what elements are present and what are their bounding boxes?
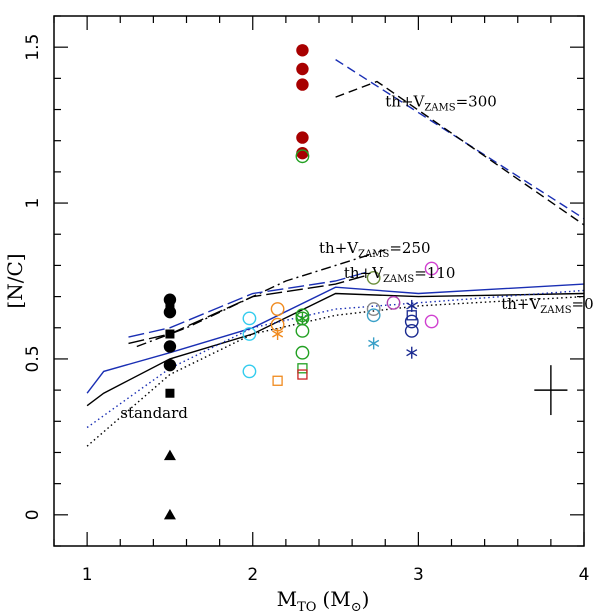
model-line	[86, 292, 585, 407]
model-line	[335, 80, 585, 226]
error-bar	[534, 365, 568, 416]
x-axis-sub: TO	[297, 600, 316, 614]
data-point	[272, 328, 284, 340]
data-point	[406, 310, 417, 321]
data-point	[165, 301, 175, 311]
data-point	[163, 358, 177, 372]
model-line	[128, 274, 369, 345]
data-point	[406, 346, 418, 359]
x-tick-label: 1	[82, 565, 93, 585]
annotations: th+VZAMS=300 th+VZAMS=250 th+VZAMS=110 th+V…	[120, 92, 593, 422]
model-lines	[86, 59, 585, 447]
data-point	[386, 295, 401, 310]
data-point	[424, 314, 439, 329]
data-point	[295, 323, 310, 338]
data-point	[406, 299, 418, 312]
data-point	[404, 314, 419, 329]
x-tick-label: 2	[247, 565, 258, 585]
x-axis-unit: (M	[322, 587, 350, 611]
data-point	[163, 449, 176, 461]
data-point	[165, 329, 175, 339]
data-point	[163, 340, 177, 353]
x-tick-label: 4	[579, 565, 590, 585]
data-point	[366, 270, 381, 285]
data-point	[424, 261, 439, 276]
data-point	[296, 131, 309, 144]
data-point	[297, 369, 308, 380]
data-point	[295, 345, 310, 360]
x-axis-unit-close: )	[362, 587, 370, 611]
annotation: th+VZAMS=0	[501, 295, 593, 316]
y-tick-label: 0.5	[23, 345, 43, 372]
data-point	[163, 508, 176, 520]
data-point	[404, 323, 419, 338]
data-point	[242, 311, 257, 326]
plot-frame	[53, 15, 585, 547]
model-line	[128, 270, 369, 338]
data-point	[297, 363, 308, 374]
y-axis-title: [N/C]	[3, 253, 27, 308]
data-point	[296, 44, 309, 57]
y-tick-label: 0	[23, 509, 43, 520]
x-axis-unit-sub: ⊙	[351, 600, 362, 614]
y-tick-label: 1.5	[23, 34, 43, 61]
annotation: th+VZAMS=250	[319, 239, 431, 260]
axis-ticks	[53, 15, 585, 547]
annotation: th+VZAMS=110	[344, 264, 456, 285]
data-point	[366, 308, 381, 323]
y-tick-label: 1	[23, 198, 43, 209]
data-point	[165, 388, 175, 398]
data-point	[368, 337, 380, 350]
data-point	[242, 327, 257, 341]
tick-labels: 1 2 3 4 0 0.5 1 1.5	[23, 34, 589, 585]
annotation: th+VZAMS=300	[385, 92, 497, 113]
data-point	[295, 149, 310, 164]
annotation: standard	[120, 404, 188, 422]
model-line	[86, 295, 585, 447]
data-point	[242, 364, 257, 379]
x-axis-main: M	[277, 587, 297, 611]
data-point	[296, 312, 308, 325]
data-point	[272, 375, 283, 386]
data-point	[296, 78, 309, 91]
data-point	[270, 302, 285, 316]
data-point	[366, 302, 381, 316]
x-tick-label: 3	[413, 565, 424, 585]
data-points	[163, 44, 439, 520]
x-axis-title: MTO (M⊙)	[277, 587, 370, 614]
data-point	[296, 146, 309, 160]
data-point	[296, 62, 309, 76]
